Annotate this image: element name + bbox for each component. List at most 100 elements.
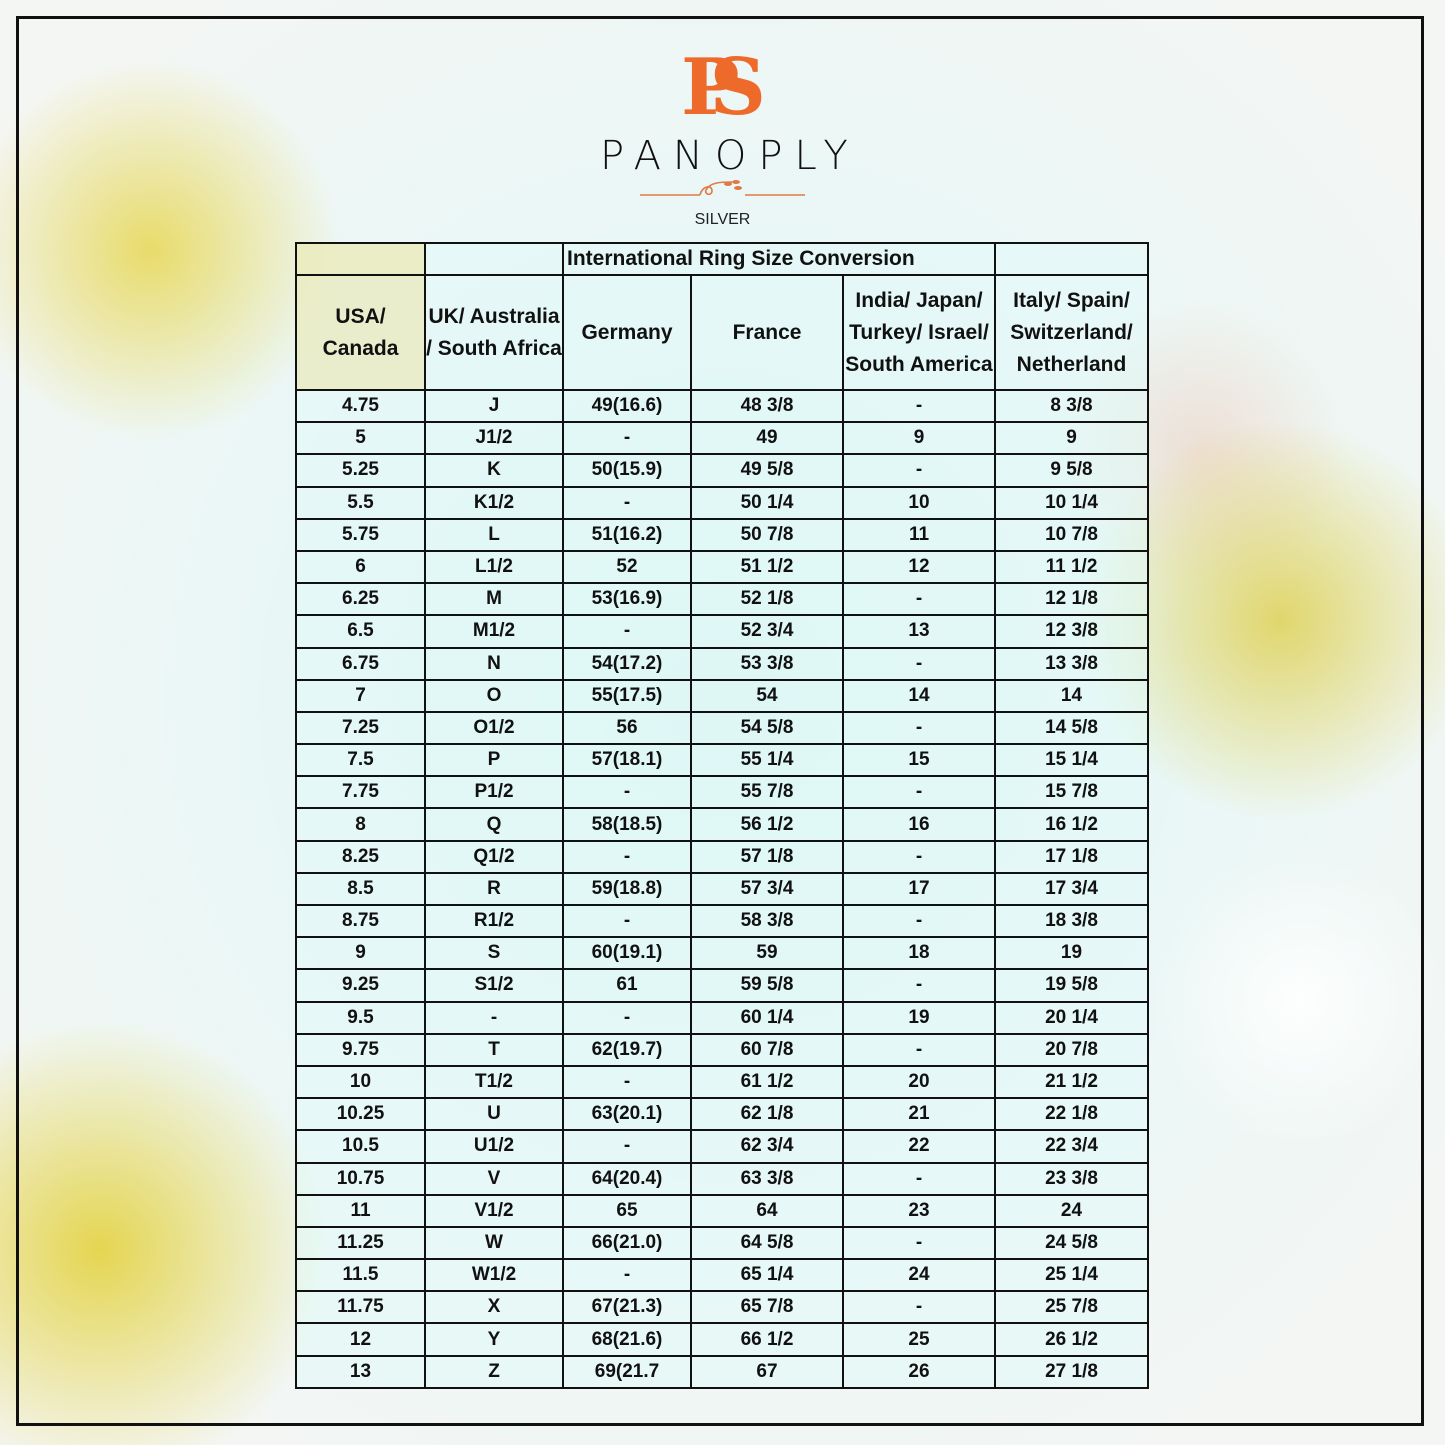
table-cell: 24 5/8 [994,1225,1149,1261]
table-cell: 5.75 [295,517,426,552]
table-cell: 58 3/8 [690,903,844,939]
table-cell: 9 [842,421,996,456]
table-cell: 21 1/2 [994,1064,1149,1100]
table-cell: 11 1/2 [994,549,1149,585]
table-row: 8.25 Q1/2-57 1/8-17 1/8 [295,839,1149,874]
table-cell: 60 7/8 [690,1032,844,1067]
table-cell: 49 5/8 [690,453,844,488]
table-cell: 52 [562,549,692,585]
table-cell: 12 [842,549,996,585]
table-cell: 57 1/8 [690,839,844,874]
table-cell: P1/2 [424,775,564,810]
table-cell: 15 1/4 [994,743,1149,778]
logo-sub: SILVER [694,211,751,228]
table-row: 6.75 N 54(17.2) 53 3/8-13 3/8 [295,646,1149,681]
table-row: 8.5 R 59(18.8) 57 3/4 17 17 3/4 [295,871,1149,907]
table-cell: 24 [842,1258,996,1293]
table-cell: 11 [295,1193,426,1228]
table-cell: U [424,1097,564,1132]
table-cell: X [424,1290,564,1325]
table-cell: 54 5/8 [690,710,844,746]
table-cell: 19 [842,1000,996,1035]
table-cell: 59 [690,936,844,971]
table-cell: 13 [295,1354,426,1389]
table-cell: 63(20.1) [562,1097,692,1132]
table-cell: 62(19.7) [562,1032,692,1067]
table-cell: 49(16.6) [562,388,692,424]
table-cell: 59(18.8) [562,871,692,907]
table-cell: K1/2 [424,485,564,520]
table-cell: 60 1/4 [690,1000,844,1035]
table-cell: - [842,388,996,424]
table-cell: 22 3/4 [994,1129,1149,1164]
table-row: 12 Y 68(21.6) 66 1/2 25 26 1/2 [295,1322,1149,1357]
table-cell: 12 1/8 [994,582,1149,617]
table-cell: J1/2 [424,421,564,456]
table-cell: M1/2 [424,614,564,649]
table-cell: 25 7/8 [994,1290,1149,1325]
table-cell: - [562,839,692,874]
table-cell: 11.5 [295,1258,426,1293]
table-cell: O [424,678,564,713]
column-header: Germany [562,274,692,391]
table-cell: 8.25 [295,839,426,874]
table-row: 7.25 O1/2 56 54 5/8-14 5/8 [295,710,1149,746]
table-cell: - [562,1000,692,1035]
table-cell: 7.75 [295,775,426,810]
table-cell: 10.5 [295,1129,426,1164]
table-row: 11.5 W1/2-65 1/4 24 25 1/4 [295,1258,1149,1293]
table-cell: - [562,903,692,939]
table-title: International Ring Size Conversion [562,242,996,276]
table-cell: 65 1/4 [690,1258,844,1293]
table-cell: 4.75 [295,388,426,424]
table-cell: 54 [690,678,844,713]
table-cell: 21 [842,1097,996,1132]
table-cell: 7.5 [295,743,426,778]
table-cell: V [424,1161,564,1196]
table-cell: 10.25 [295,1097,426,1132]
table-cell: 19 [994,936,1149,971]
table-cell: 8 [295,807,426,842]
table-cell: 50 7/8 [690,517,844,552]
table-cell: 9.75 [295,1032,426,1067]
table-cell: T [424,1032,564,1067]
table-cell: - [562,775,692,810]
table-cell: 9 5/8 [994,453,1149,488]
table-cell: 8.5 [295,871,426,907]
table-cell: 50 1/4 [690,485,844,520]
table-cell: 59 5/8 [690,968,844,1003]
table-cell: 7 [295,678,426,713]
table-cell: 13 3/8 [994,646,1149,681]
table-cell: 12 3/8 [994,614,1149,649]
table-cell: 56 1/2 [690,807,844,842]
table-cell: Q [424,807,564,842]
table-cell: U1/2 [424,1129,564,1164]
table-cell: 53 3/8 [690,646,844,681]
table-row: 10.75 V 64(20.4) 63 3/8-23 3/8 [295,1161,1149,1196]
table-cell: 56 [562,710,692,746]
blank-cell [424,242,564,276]
table-cell: 17 3/4 [994,871,1149,907]
table-cell: - [842,1032,996,1067]
table-cell: 23 3/8 [994,1161,1149,1196]
table-cell: 22 1/8 [994,1097,1149,1132]
table-cell: - [562,485,692,520]
table-cell: 20 7/8 [994,1032,1149,1067]
table-cell: 11.75 [295,1290,426,1325]
table-cell: 11.25 [295,1225,426,1261]
table-row: 10.5 U1/2-62 3/4 22 22 3/4 [295,1129,1149,1164]
table-cell: 68(21.6) [562,1322,692,1357]
table-cell: - [424,1000,564,1035]
table-cell: 19 5/8 [994,968,1149,1003]
table-cell: T1/2 [424,1064,564,1100]
table-cell: 16 1/2 [994,807,1149,842]
table-row: 4.75 J 49(16.6) 48 3/8-8 3/8 [295,388,1149,424]
table-cell: - [562,1064,692,1100]
table-cell: 58(18.5) [562,807,692,842]
table-cell: N [424,646,564,681]
table-cell: 64 5/8 [690,1225,844,1261]
logo-brand: PANOPLY [600,133,860,179]
table-row: 9.75 T 62(19.7) 60 7/8-20 7/8 [295,1032,1149,1067]
table-cell: 16 [842,807,996,842]
table-cell: 55(17.5) [562,678,692,713]
